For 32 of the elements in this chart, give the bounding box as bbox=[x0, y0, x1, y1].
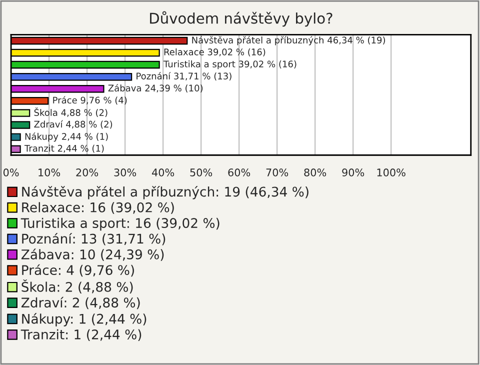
legend-label: Zdraví: 2 (4,88 %) bbox=[21, 296, 140, 310]
data-label: Návštěva přátel a příbuzných 46,34 % (19) bbox=[192, 36, 386, 46]
legend-label: Škola: 2 (4,88 %) bbox=[22, 280, 133, 294]
data-label: Práce 9,76 % (4) bbox=[53, 96, 127, 105]
legend-label: Poznání: 13 (31,71 %) bbox=[22, 232, 166, 246]
data-label: Tranzit 2,44 % (1) bbox=[24, 144, 104, 153]
legend-label: Návštěva přátel a příbuzných: 19 (46,34 %) bbox=[22, 186, 308, 200]
data-label: Relaxace 39,02 % (16) bbox=[164, 48, 266, 56]
x-tick-label: 60% bbox=[228, 168, 250, 176]
x-tick-label: 80% bbox=[304, 168, 326, 176]
data-label: Poznání 31,71 % (13) bbox=[136, 72, 232, 81]
legend-label: Práce: 4 (9,76 %) bbox=[22, 264, 134, 277]
legend-label: Relaxace: 16 (39,02 %) bbox=[22, 202, 174, 214]
legend-label: Zábava: 10 (24,39 %) bbox=[21, 248, 164, 261]
data-label: Zdraví 4,88 % (2) bbox=[34, 120, 112, 129]
chart-title: Důvodem návštěvy bylo? bbox=[150, 11, 332, 27]
legend-label: Turistika a sport: 16 (39,02 %) bbox=[20, 218, 220, 231]
data-label: Zábava 24,39 % (10) bbox=[108, 84, 203, 93]
data-label: Škola 4,88 % (2) bbox=[34, 108, 108, 118]
x-tick-label: 10% bbox=[38, 168, 60, 176]
legend-label: Tranzit: 1 (2,44 %) bbox=[20, 329, 142, 342]
legend-label: Nákupy: 1 (2,44 %) bbox=[22, 313, 146, 326]
x-tick-label: 90% bbox=[342, 168, 364, 176]
x-tick-label: 50% bbox=[190, 168, 212, 176]
x-tick-label: 40% bbox=[152, 168, 174, 176]
data-label: Nákupy 2,44 % (1) bbox=[25, 132, 108, 142]
x-tick-label: 0% bbox=[3, 168, 19, 176]
x-tick-label: 20% bbox=[76, 168, 98, 176]
x-tick-label: 30% bbox=[114, 168, 136, 176]
x-tick-label: 100% bbox=[377, 168, 406, 176]
x-tick-label: 70% bbox=[266, 168, 288, 176]
data-label: Turistika a sport 39,02 % (16) bbox=[163, 60, 296, 70]
